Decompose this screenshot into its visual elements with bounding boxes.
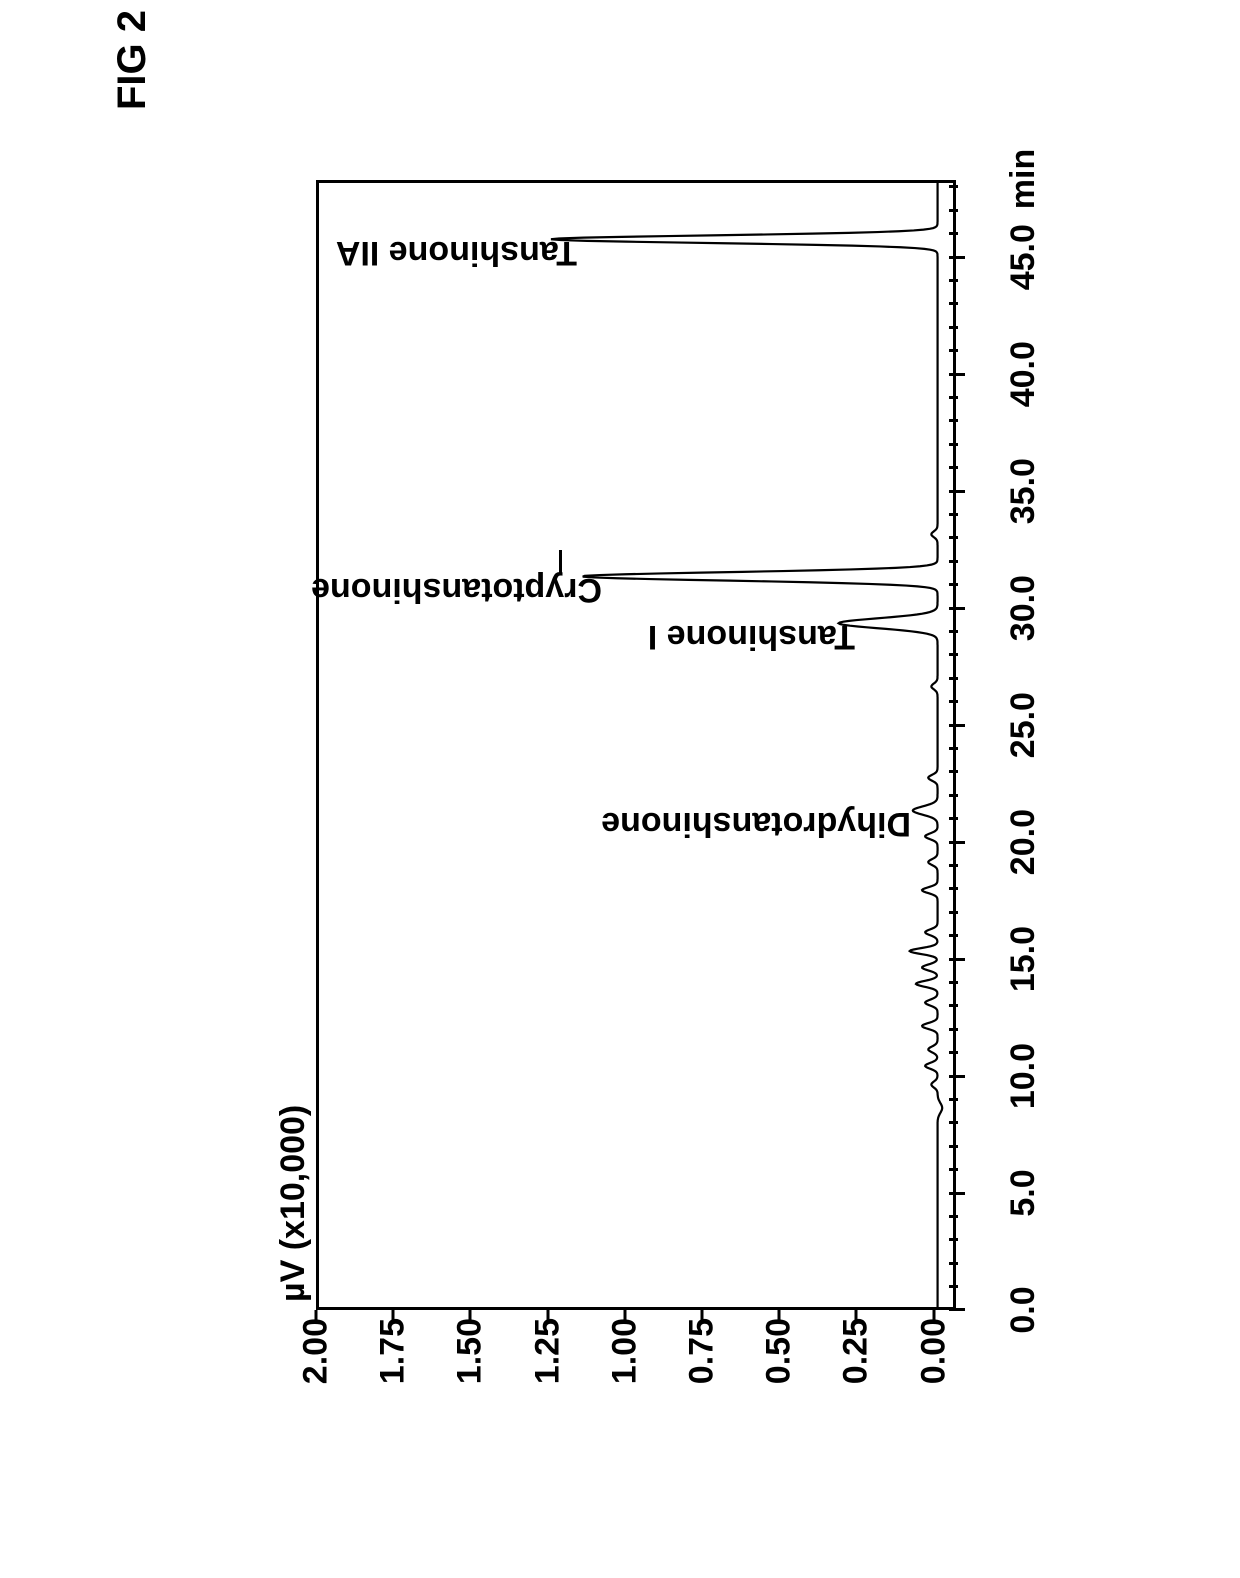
peak-label: Tanshinone I	[648, 617, 855, 656]
x-tick-label: 15.0	[1004, 926, 1043, 992]
x-tick-mark-minor	[949, 1051, 958, 1054]
x-tick-mark-minor	[949, 1004, 958, 1007]
y-tick-mark	[932, 1310, 935, 1322]
y-tick-mark	[855, 1310, 858, 1322]
y-tick-label: 0.50	[760, 1318, 799, 1438]
y-axis-title: µV (x10,000)	[274, 1105, 313, 1302]
x-tick-mark-minor	[949, 1262, 958, 1265]
x-tick-mark-major	[949, 256, 965, 259]
x-tick-mark-minor	[949, 396, 958, 399]
x-tick-mark-minor	[949, 349, 958, 352]
x-tick-mark-minor	[949, 1098, 958, 1101]
trace-path	[551, 183, 942, 1307]
chart-container: µV (x10,000) 0.00 0.25 0.50 0.75 1.00 1.25 1.5…	[260, 130, 1080, 1450]
chromatogram-chart: µV (x10,000) 0.00 0.25 0.50 0.75 1.00 1.25 1.5…	[260, 130, 1080, 1450]
x-tick-mark-minor	[949, 653, 958, 656]
x-tick-mark-minor	[949, 583, 958, 586]
x-tick-label: 25.0	[1004, 692, 1043, 758]
x-tick-mark-minor	[949, 1238, 958, 1241]
peak-label: Cryptotanshinone	[311, 570, 602, 609]
x-tick-mark-minor	[949, 1285, 958, 1288]
x-tick-mark-major	[949, 373, 965, 376]
x-tick-mark-minor	[949, 794, 958, 797]
x-tick-label: 40.0	[1004, 341, 1043, 407]
x-tick-label: 35.0	[1004, 458, 1043, 524]
x-tick-mark-minor	[949, 443, 958, 446]
x-tick-label: 30.0	[1004, 575, 1043, 641]
x-tick-mark-minor	[949, 466, 958, 469]
x-tick-mark-minor	[949, 700, 958, 703]
chromatogram-trace	[319, 183, 953, 1307]
x-tick-mark-minor	[949, 302, 958, 305]
y-tick-label: 1.00	[605, 1318, 644, 1438]
y-tick-label: 0.00	[914, 1318, 953, 1438]
x-tick-mark-minor	[949, 279, 958, 282]
y-tick-label: 0.75	[682, 1318, 721, 1438]
x-tick-mark-minor	[949, 232, 958, 235]
x-tick-mark-major	[949, 1192, 965, 1195]
x-axis-unit: min	[1004, 149, 1043, 209]
x-tick-mark-minor	[949, 911, 958, 914]
x-tick-mark-minor	[949, 887, 958, 890]
y-tick-label: 0.25	[837, 1318, 876, 1438]
x-tick-mark-minor	[949, 560, 958, 563]
peak-arrow	[559, 550, 562, 574]
page: FIG 2 µV (x10,000) 0.00 0.25 0.50 0.75 1.00 1…	[0, 0, 1240, 1578]
x-tick-mark-minor	[949, 630, 958, 633]
figure-label: FIG 2	[110, 10, 155, 110]
x-tick-mark-minor	[949, 419, 958, 422]
y-tick-mark	[623, 1310, 626, 1322]
x-tick-mark-minor	[949, 747, 958, 750]
y-tick-mark	[778, 1310, 781, 1322]
plot-area	[316, 180, 956, 1310]
x-tick-mark-minor	[949, 817, 958, 820]
y-tick-mark	[546, 1310, 549, 1322]
x-tick-mark-minor	[949, 326, 958, 329]
x-tick-mark-major	[949, 841, 965, 844]
y-tick-label: 1.25	[528, 1318, 567, 1438]
y-tick-mark	[700, 1310, 703, 1322]
x-tick-mark-minor	[949, 934, 958, 937]
y-tick-label: 1.50	[451, 1318, 490, 1438]
x-tick-mark-major	[949, 607, 965, 610]
x-tick-label: 45.0	[1004, 224, 1043, 290]
x-tick-mark-minor	[949, 1168, 958, 1171]
x-tick-mark-minor	[949, 1121, 958, 1124]
x-tick-mark-major	[949, 724, 965, 727]
y-tick-label: 1.75	[374, 1318, 413, 1438]
peak-label: Dihydrotanshinone	[601, 804, 911, 843]
x-tick-mark-major	[949, 1309, 965, 1312]
x-tick-mark-minor	[949, 186, 958, 189]
x-tick-mark-minor	[949, 1028, 958, 1031]
y-tick-mark	[469, 1310, 472, 1322]
x-tick-label: 0.0	[1004, 1286, 1043, 1333]
x-tick-label: 20.0	[1004, 809, 1043, 875]
x-tick-mark-minor	[949, 1215, 958, 1218]
x-tick-mark-minor	[949, 513, 958, 516]
y-tick-mark	[315, 1310, 318, 1322]
x-tick-mark-minor	[949, 770, 958, 773]
y-tick-label: 2.00	[297, 1318, 336, 1438]
x-tick-mark-major	[949, 1075, 965, 1078]
x-tick-mark-major	[949, 490, 965, 493]
x-tick-label: 10.0	[1004, 1043, 1043, 1109]
peak-label: Tanshinone IIA	[336, 233, 577, 272]
x-tick-mark-minor	[949, 981, 958, 984]
x-tick-mark-minor	[949, 1145, 958, 1148]
x-tick-mark-minor	[949, 864, 958, 867]
x-tick-label: 5.0	[1004, 1169, 1043, 1216]
x-tick-mark-minor	[949, 536, 958, 539]
x-tick-mark-minor	[949, 677, 958, 680]
x-tick-mark-minor	[949, 209, 958, 212]
y-tick-mark	[392, 1310, 395, 1322]
x-tick-mark-major	[949, 958, 965, 961]
